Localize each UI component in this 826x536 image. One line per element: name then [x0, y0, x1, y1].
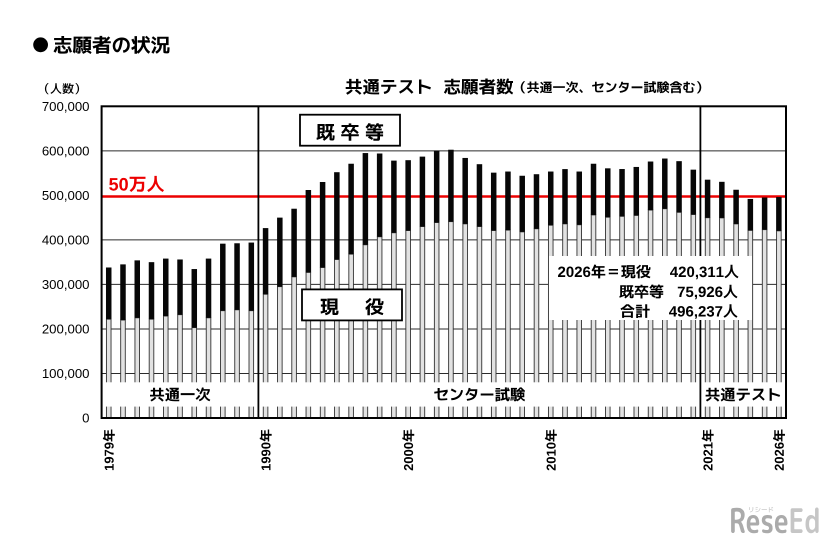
svg-text:300,000: 300,000 [42, 277, 90, 292]
svg-text:200,000: 200,000 [42, 322, 90, 337]
svg-text:400,000: 400,000 [42, 233, 90, 248]
svg-text:100,000: 100,000 [42, 366, 90, 381]
svg-text:700,000: 700,000 [42, 99, 90, 114]
svg-text:600,000: 600,000 [42, 144, 90, 159]
svg-text:500,000: 500,000 [42, 188, 90, 203]
svg-text:0: 0 [82, 411, 89, 426]
